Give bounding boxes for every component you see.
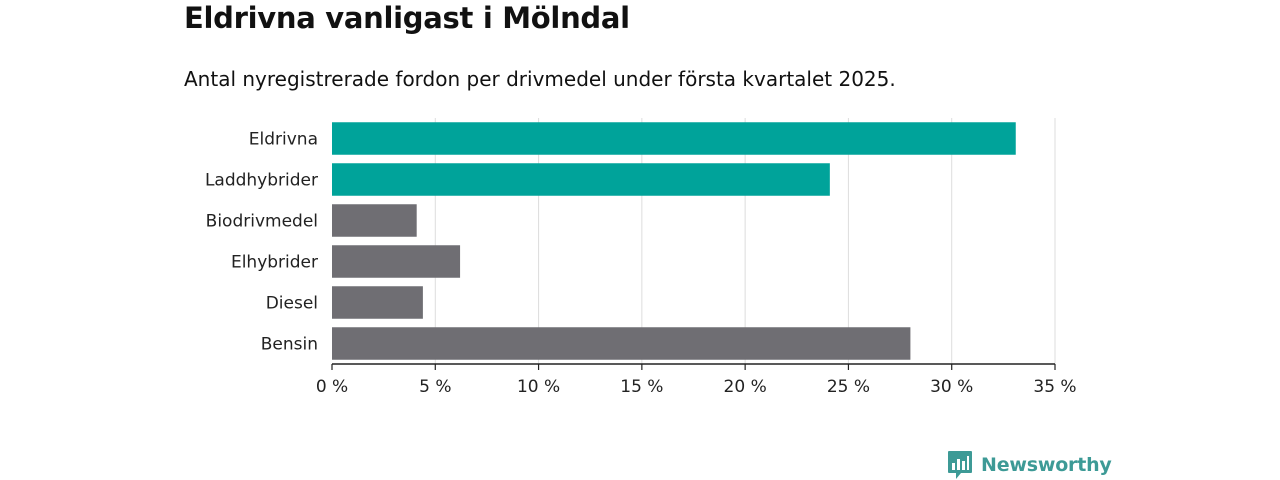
bar-diesel xyxy=(332,286,423,319)
bar-chart-bubble-icon xyxy=(947,450,973,480)
category-label: Biodrivmedel xyxy=(206,212,318,232)
bar-bensin xyxy=(332,327,910,360)
category-label: Diesel xyxy=(266,294,318,314)
x-tick-label: 5 % xyxy=(419,377,451,397)
brand-name: Newsworthy xyxy=(981,454,1112,476)
bar-elhybrider xyxy=(332,245,460,278)
category-label: Eldrivna xyxy=(249,130,318,150)
category-label: Bensin xyxy=(261,335,318,355)
bar-chart: Eldrivna Laddhybrider Biodrivmedel Elhybrid… xyxy=(0,0,1280,480)
bar-laddhybrider xyxy=(332,163,830,196)
x-tick-label: 35 % xyxy=(1033,377,1076,397)
bar-biodrivmedel xyxy=(332,204,417,237)
x-tick-label: 30 % xyxy=(930,377,973,397)
x-tick-label: 10 % xyxy=(517,377,560,397)
x-tick-label: 20 % xyxy=(724,377,767,397)
bar-eldrivna xyxy=(332,122,1016,155)
x-tick-label: 25 % xyxy=(827,377,870,397)
x-tick-label: 15 % xyxy=(620,377,663,397)
brand-logo: Newsworthy xyxy=(947,450,1112,480)
category-label: Laddhybrider xyxy=(205,171,318,191)
x-tick-label: 0 % xyxy=(316,377,348,397)
category-label: Elhybrider xyxy=(231,253,318,273)
